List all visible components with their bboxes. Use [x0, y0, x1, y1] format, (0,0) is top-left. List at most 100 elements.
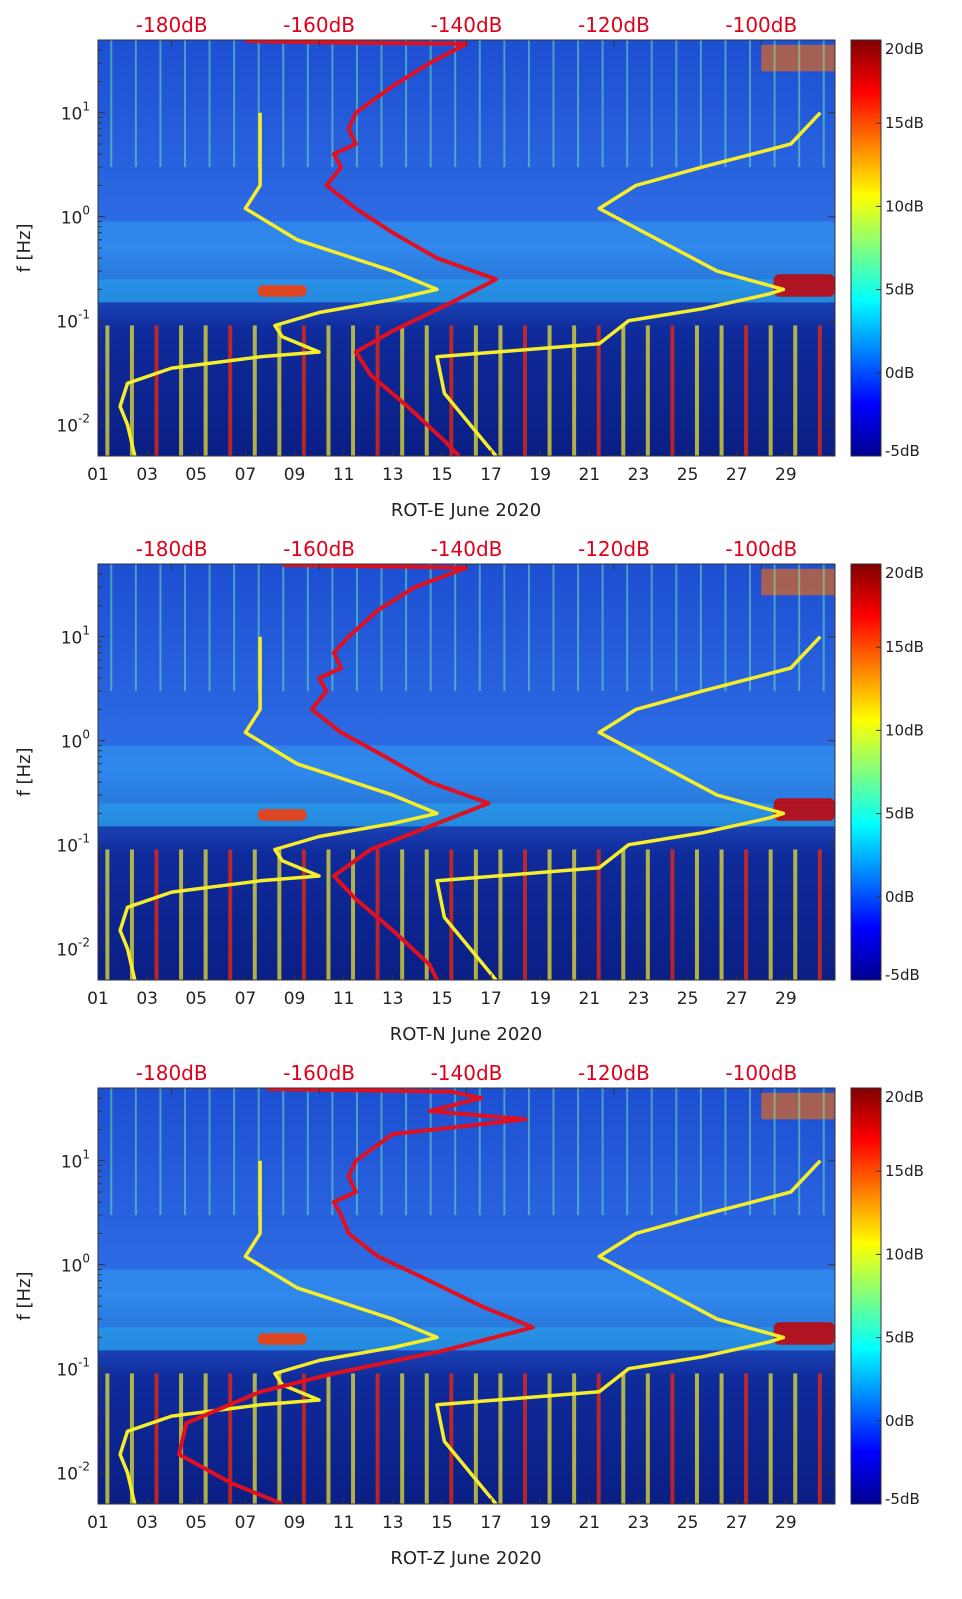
daily-stripe	[626, 40, 628, 167]
daily-stripe	[105, 1373, 109, 1504]
daily-stripe	[331, 40, 333, 167]
daily-stripe	[646, 325, 650, 456]
colorbar-label: -5dB	[885, 1490, 920, 1508]
daily-stripe	[626, 1088, 628, 1215]
daily-stripe	[105, 325, 109, 456]
microseism-peak	[774, 1322, 835, 1345]
daily-stripe	[233, 40, 235, 167]
daily-stripe	[695, 849, 699, 980]
x-tick-label: 27	[726, 465, 748, 485]
daily-stripe	[405, 40, 407, 167]
daily-stripe	[621, 849, 625, 980]
daily-stripe	[282, 1088, 284, 1215]
top-tick-label: -140dB	[431, 1061, 503, 1085]
daily-stripe	[548, 1373, 552, 1504]
daily-stripe	[228, 325, 232, 456]
colorbar-label: 10dB	[885, 721, 924, 739]
colorbar-label: 5dB	[885, 1329, 914, 1347]
x-tick-label: 09	[284, 1513, 306, 1533]
colorbar-label: 20dB	[885, 564, 924, 582]
daily-stripe	[204, 325, 208, 456]
colorbar-label: 5dB	[885, 281, 914, 299]
daily-stripe	[498, 849, 502, 980]
x-tick-label: 13	[382, 989, 404, 1009]
y-tick-label: 10-1	[56, 1356, 90, 1381]
daily-stripe	[798, 564, 800, 691]
y-tick-label: 100	[61, 204, 90, 229]
y-tick-label: 101	[61, 624, 90, 649]
daily-stripe	[602, 1088, 604, 1215]
spectrogram-image	[98, 1088, 835, 1504]
x-tick-label: 01	[87, 1513, 109, 1533]
y-tick-label: 101	[61, 100, 90, 125]
daily-stripe	[351, 1373, 355, 1504]
daily-stripe	[425, 1373, 429, 1504]
daily-stripe	[479, 564, 481, 691]
x-tick-label: 29	[775, 1513, 797, 1533]
daily-stripe	[823, 40, 825, 167]
daily-stripe	[381, 40, 383, 167]
microseism-peak	[258, 285, 307, 297]
x-tick-label: 17	[480, 1513, 502, 1533]
daily-stripe	[209, 564, 211, 691]
daily-stripe	[528, 40, 530, 167]
daily-stripe	[577, 40, 579, 167]
colorbar-gradient	[851, 564, 881, 980]
daily-stripe	[228, 849, 232, 980]
daily-stripe	[179, 849, 183, 980]
top-tick-label: -160dB	[283, 13, 355, 37]
daily-stripe	[326, 849, 330, 980]
daily-stripe	[356, 1088, 358, 1215]
top-tick-label: -140dB	[431, 537, 503, 561]
daily-stripe	[253, 849, 257, 980]
x-tick-label: 15	[431, 465, 453, 485]
x-tick-label: 25	[677, 989, 699, 1009]
colorbar-label: 15dB	[885, 1162, 924, 1180]
daily-stripe	[135, 40, 137, 167]
colorbar: 20dB15dB10dB5dB0dB-5dB	[851, 40, 924, 460]
daily-stripe	[184, 1088, 186, 1215]
daily-stripe	[798, 1088, 800, 1215]
top-tick-label: -180dB	[136, 537, 208, 561]
x-tick-label: 05	[185, 1513, 207, 1533]
daily-stripe	[720, 849, 724, 980]
daily-stripe	[749, 564, 751, 691]
daily-stripe	[356, 40, 358, 167]
daily-stripe	[577, 1088, 579, 1215]
x-tick-label: 29	[775, 465, 797, 485]
x-tick-label: 25	[677, 1513, 699, 1533]
daily-stripe	[449, 849, 453, 980]
daily-stripe	[204, 849, 208, 980]
daily-stripe	[159, 40, 161, 167]
daily-stripe	[724, 564, 726, 691]
daily-stripe	[769, 849, 773, 980]
panel-rot-z: 01 03 05 07 09 11 13 15 17 19 21 23 25 27 29 10-210-11…	[14, 1061, 924, 1569]
daily-stripe	[454, 564, 456, 691]
daily-stripe	[503, 40, 505, 167]
colorbar-gradient	[851, 1088, 881, 1504]
daily-stripe	[110, 40, 112, 167]
y-axis-label: f [Hz]	[14, 1271, 35, 1320]
daily-stripe	[405, 1088, 407, 1215]
daily-stripe	[454, 1088, 456, 1215]
x-tick-label: 13	[382, 465, 404, 485]
daily-stripe	[700, 40, 702, 167]
x-tick-label: 23	[628, 1513, 650, 1533]
top-tick-label: -120dB	[578, 537, 650, 561]
daily-stripe	[454, 40, 456, 167]
daily-stripe	[326, 325, 330, 456]
daily-stripe	[749, 1088, 751, 1215]
x-tick-label: 23	[628, 989, 650, 1009]
x-tick-label: 23	[628, 465, 650, 485]
daily-stripe	[577, 564, 579, 691]
daily-stripe	[184, 564, 186, 691]
daily-stripe	[793, 325, 797, 456]
daily-stripe	[209, 40, 211, 167]
daily-stripe	[474, 849, 478, 980]
spectrogram-image	[98, 40, 835, 456]
microseism-peak	[774, 798, 835, 821]
microseism-peak	[258, 809, 307, 821]
daily-stripe	[651, 564, 653, 691]
daily-stripe	[700, 1088, 702, 1215]
daily-stripe	[818, 325, 822, 456]
